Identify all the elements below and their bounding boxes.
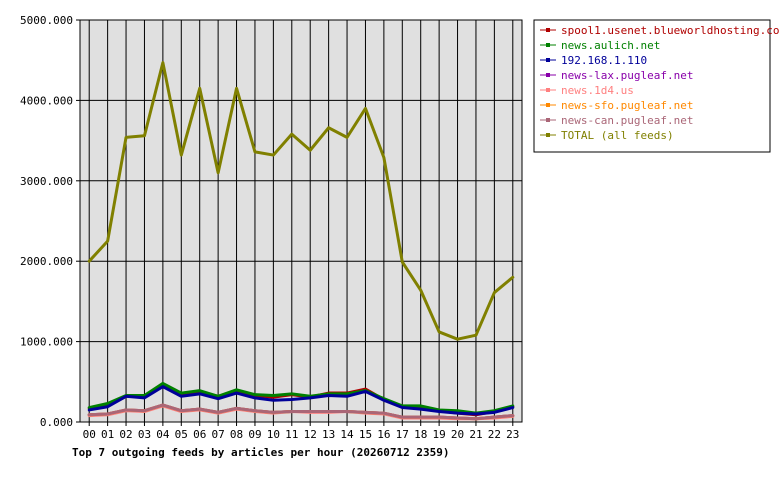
legend-label: news.1d4.us (561, 84, 634, 97)
series-line-2 (87, 385, 515, 416)
x-tick-label: 05 (175, 428, 188, 441)
x-tick-label: 22 (488, 428, 501, 441)
legend-label: news.aulich.net (561, 39, 660, 52)
legend-marker-4 (546, 88, 550, 92)
x-tick-label: 20 (451, 428, 464, 441)
x-tick-label: 06 (193, 428, 206, 441)
legend-label: 192.168.1.110 (561, 54, 647, 67)
y-tick-label: 1000.000 (20, 336, 73, 349)
y-tick-label: 2000.000 (20, 255, 73, 268)
legend-marker-6 (546, 118, 550, 122)
series-line-7 (87, 61, 515, 341)
y-tick-label: 0.000 (40, 416, 73, 429)
x-tick-label: 08 (230, 428, 243, 441)
legend-marker-1 (546, 43, 550, 47)
vertical-gridlines (88, 20, 514, 422)
x-tick-label: 01 (101, 428, 114, 441)
x-tick-label: 12 (304, 428, 317, 441)
x-tick-label: 03 (138, 428, 151, 441)
x-tick-label: 16 (377, 428, 390, 441)
x-tick-label: 13 (322, 428, 335, 441)
x-tick-label: 04 (156, 428, 170, 441)
x-tick-label: 19 (433, 428, 446, 441)
x-tick-label: 09 (248, 428, 261, 441)
x-tick-label: 18 (414, 428, 427, 441)
legend-marker-2 (546, 58, 550, 62)
x-tick-label: 07 (212, 428, 225, 441)
legend-marker-7 (546, 133, 550, 137)
legend-box (533, 19, 771, 153)
x-tick-label: 23 (506, 428, 519, 441)
x-tick-label: 00 (83, 428, 96, 441)
y-axis-ticks: 0.000 1000.000 2000.000 3000.000 4000.000 500… (20, 14, 80, 429)
legend-label: news-lax.pugleaf.net (561, 69, 693, 82)
y-tick-label: 5000.000 (20, 14, 73, 27)
legend: spool1.usenet.blueworldhosting.com news.a… (540, 24, 780, 142)
x-tick-label: 11 (285, 428, 298, 441)
series-line-1 (87, 381, 515, 415)
legend-label: news-can.pugleaf.net (561, 114, 693, 127)
y-tick-label: 3000.000 (20, 175, 73, 188)
legend-label: spool1.usenet.blueworldhosting.com (561, 24, 780, 37)
x-tick-label: 21 (469, 428, 482, 441)
x-tick-label: 17 (396, 428, 409, 441)
plot-area (79, 19, 523, 423)
y-tick-label: 4000.000 (20, 94, 73, 107)
x-axis-ticks: 00 01 02 03 04 05 06 07 08 09 10 11 12 13 14 15 16 17 18 19… (83, 422, 519, 441)
x-tick-label: 10 (267, 428, 280, 441)
legend-label: news-sfo.pugleaf.net (561, 99, 693, 112)
legend-marker-3 (546, 73, 550, 77)
x-tick-label: 15 (359, 428, 372, 441)
x-tick-label: 02 (119, 428, 132, 441)
legend-marker-5 (546, 103, 550, 107)
series-lines (87, 61, 515, 421)
x-tick-label: 14 (340, 428, 354, 441)
legend-marker-0 (546, 28, 550, 32)
series-line-6 (87, 403, 515, 421)
chart-title: Top 7 outgoing feeds by articles per hou… (72, 446, 450, 459)
legend-label: TOTAL (all feeds) (561, 129, 674, 142)
